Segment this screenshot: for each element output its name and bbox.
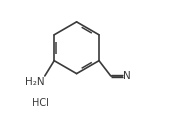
- Text: N: N: [123, 71, 131, 81]
- Text: H₂N: H₂N: [25, 77, 44, 87]
- Text: HCl: HCl: [32, 98, 49, 108]
